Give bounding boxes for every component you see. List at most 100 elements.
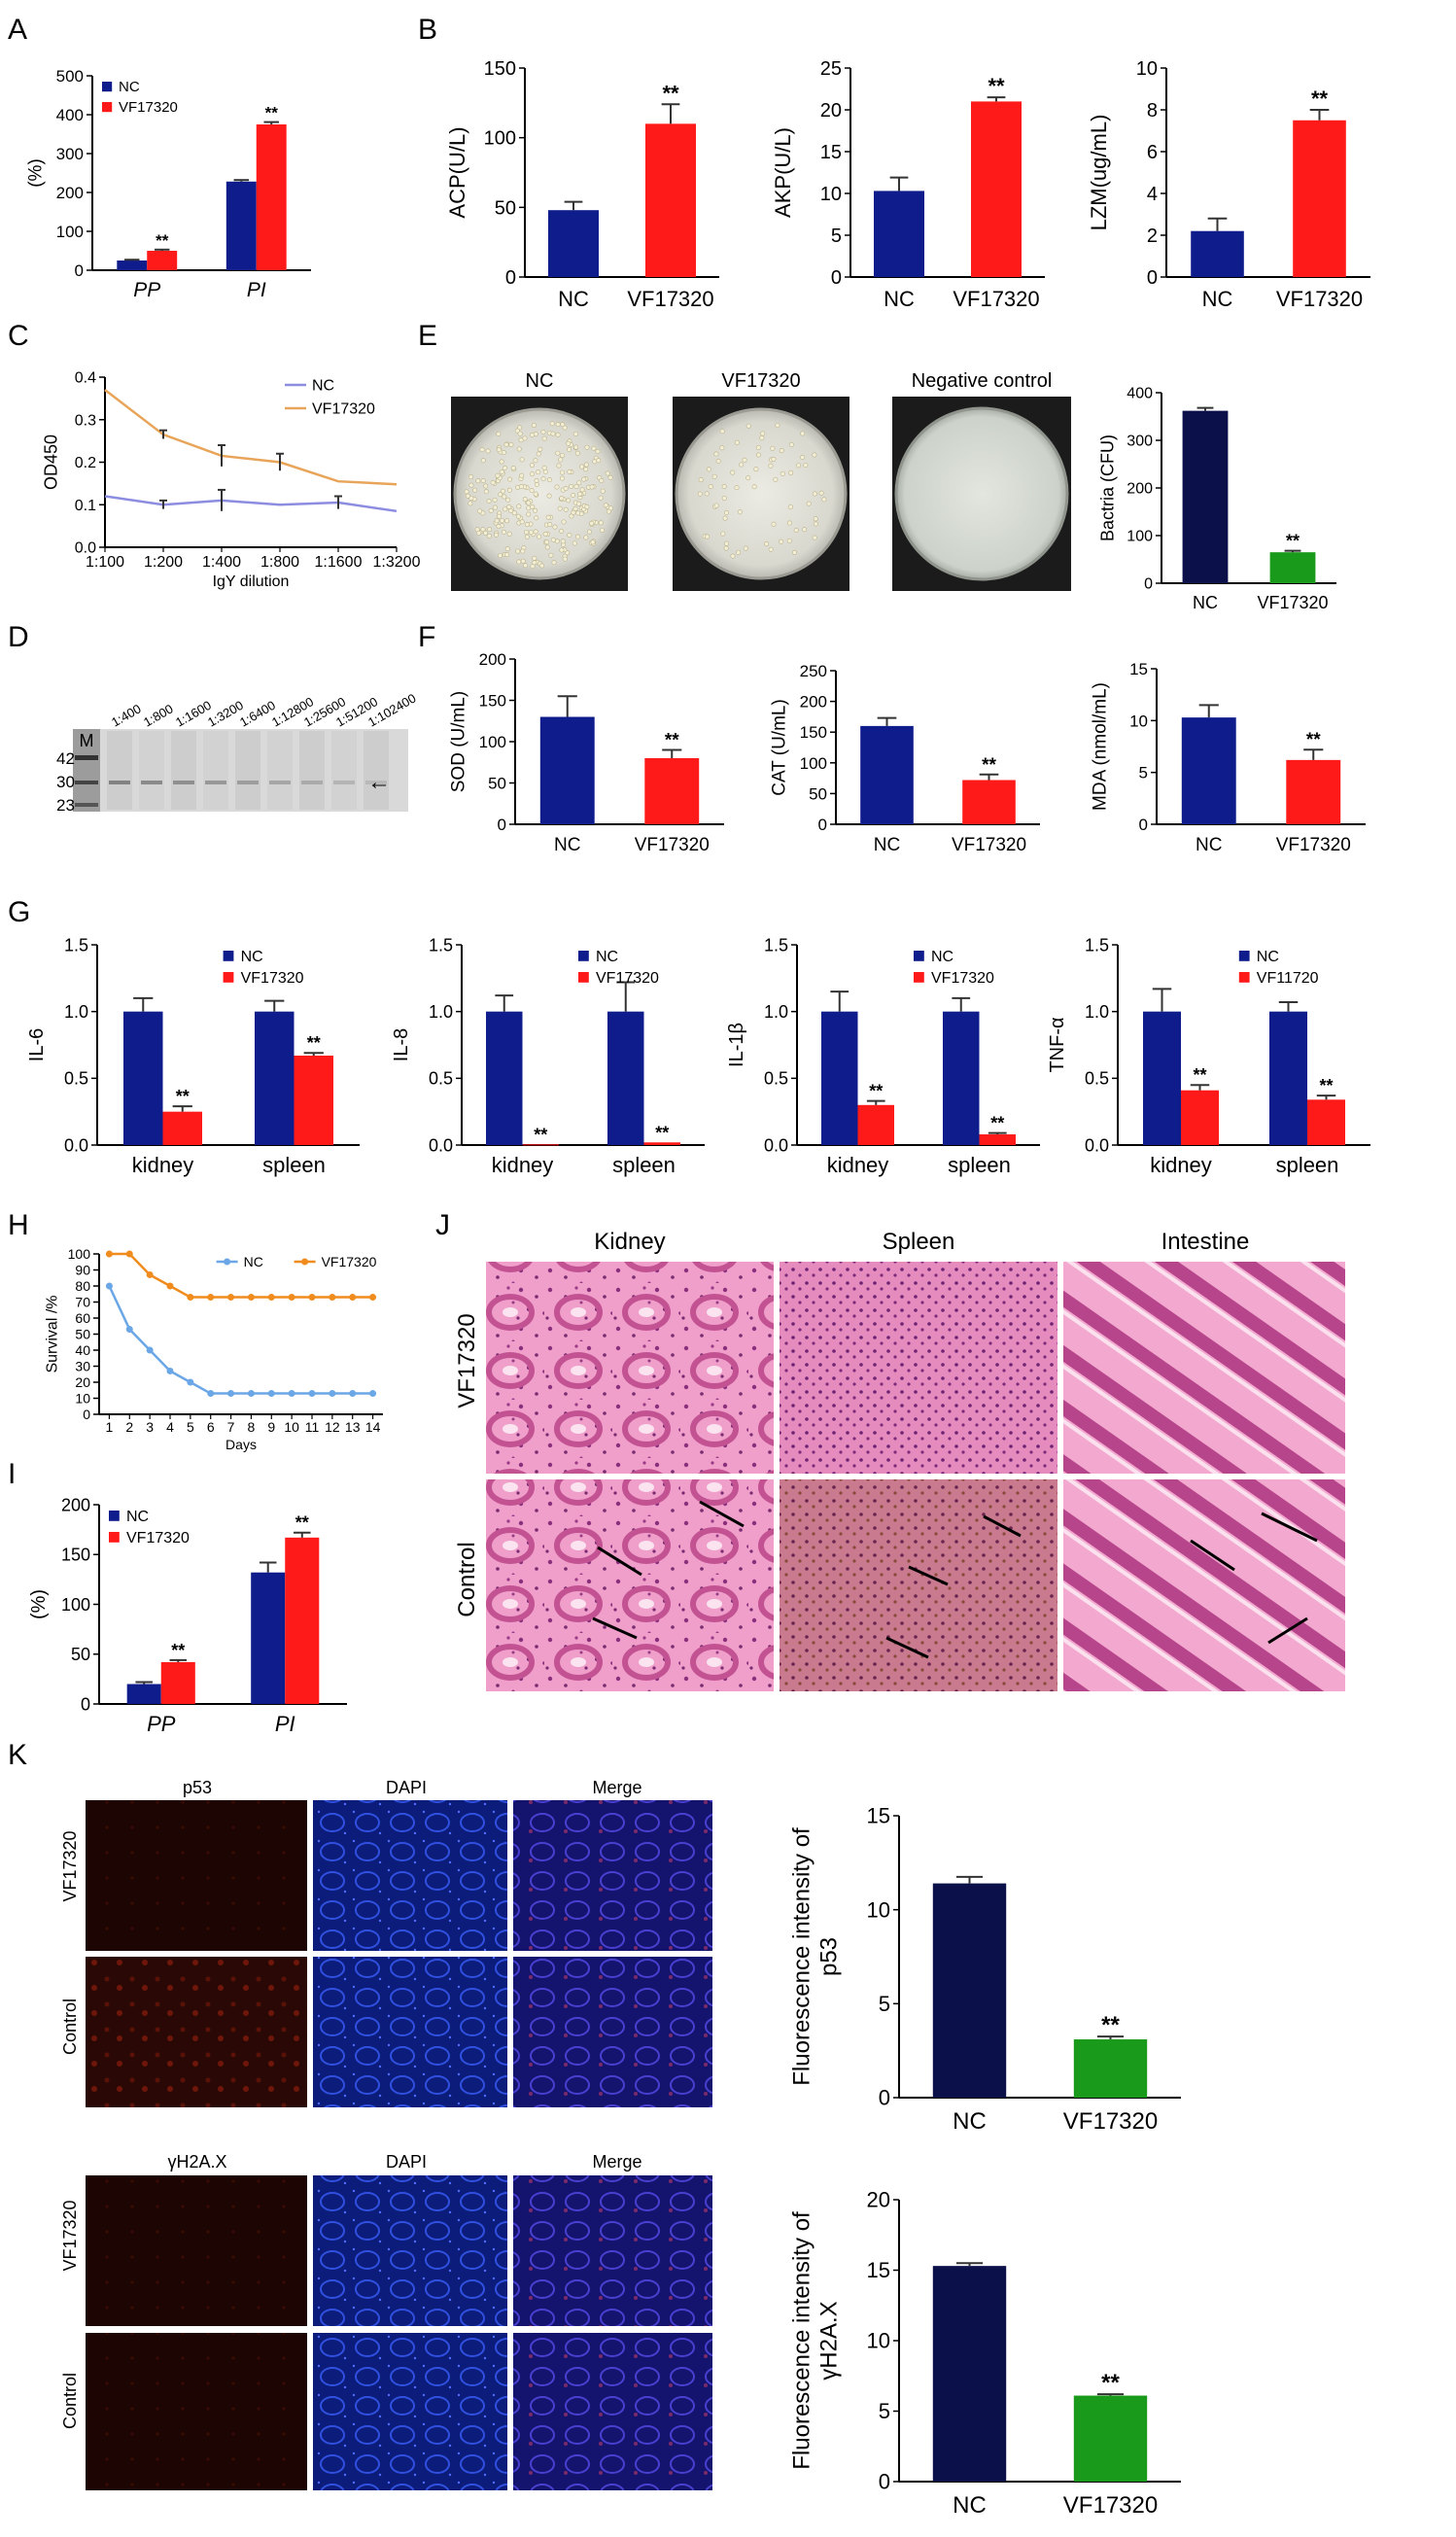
series-line-vf: [104, 389, 398, 486]
y-axis-label: AKP(U/L): [771, 127, 795, 218]
blot-band: [173, 781, 194, 784]
data-point: [125, 1250, 133, 1258]
colony: [554, 484, 560, 490]
histo-spleen-vf: [780, 1262, 1057, 1474]
legend-label: VF17320: [312, 401, 375, 418]
y-tick-label: 0.4: [75, 370, 96, 387]
chart-G4: 0.0 0.5 1.0 1.5 TNF-α ** kidney ** spleen NC VF117…: [1047, 935, 1370, 1177]
colony: [793, 527, 799, 533]
y-axis-label: IL-1β: [726, 1023, 747, 1067]
bar-vf17320: [645, 123, 696, 277]
colony: [542, 531, 548, 537]
chart-A: 0 100 200 300 400 500 (%) ** PP ** PI NC VF17320: [25, 67, 311, 301]
colony: [468, 482, 474, 488]
y-tick-label: 50: [809, 784, 827, 803]
legend-label: NC: [1257, 949, 1279, 965]
y-tick-label: 15: [820, 142, 842, 163]
colony: [780, 470, 785, 476]
blot-lane: [171, 731, 196, 810]
data-point: [349, 1390, 357, 1398]
colony: [498, 553, 503, 559]
x-tick-label: 3: [146, 1419, 154, 1435]
chart-C: 0.0 0.1 0.2 0.3 0.4 OD450 1:100 1:200 1:400 1:800…: [41, 370, 420, 590]
y-tick-label: 5: [879, 1992, 890, 2016]
y-tick-label: 1.5: [64, 935, 88, 955]
y-tick-label: 0: [81, 1694, 90, 1714]
y-tick-label: 1.0: [1085, 1002, 1109, 1022]
histo-spleen-control: [780, 1479, 1057, 1691]
x-tick-label: 11: [305, 1419, 320, 1435]
plate-dish-vf: [675, 407, 848, 580]
y-tick-label: 0.1: [75, 498, 96, 514]
fluor-col-gh2ax: γH2A.X: [167, 2152, 226, 2172]
legend-marker: [301, 1258, 309, 1266]
bar-spleen-nc: [255, 1011, 295, 1145]
colony: [498, 492, 503, 498]
y-axis-label-line: γH2A.X: [816, 2301, 843, 2380]
y-tick-label: 5: [1139, 764, 1148, 782]
panel-letter-A: A: [8, 14, 27, 46]
histo-row-vf: VF17320: [454, 1313, 480, 1408]
colony: [516, 559, 522, 565]
colony: [496, 523, 502, 529]
y-axis-label-line: IL-8: [391, 1028, 412, 1061]
bar-nc: [1181, 717, 1236, 824]
colony: [598, 495, 604, 501]
y-axis-label-line: IL-1β: [726, 1023, 747, 1067]
colony: [555, 432, 561, 437]
colony: [562, 425, 568, 431]
legend-swatch: [578, 972, 589, 983]
x-tick-label: 12: [325, 1419, 340, 1435]
data-point: [267, 1390, 275, 1398]
y-tick-label: 200: [800, 693, 827, 712]
x-tick-label: spleen: [1276, 1153, 1339, 1177]
colony: [572, 431, 578, 436]
blot-marker-band-42: [75, 755, 98, 760]
legend-label: VF11720: [1257, 970, 1319, 987]
colony: [465, 493, 470, 499]
blot-lane: [203, 731, 228, 810]
colony: [554, 539, 560, 544]
colony: [821, 497, 827, 503]
y-axis-label: Survival /%: [45, 1295, 61, 1373]
colony: [514, 428, 520, 434]
colony: [723, 545, 729, 551]
fluor-merge-control-2: [513, 2333, 712, 2490]
colony: [562, 556, 568, 562]
bar-kidney-vf: [1181, 1090, 1219, 1145]
y-tick-label: 25: [820, 58, 842, 80]
significance-mark: **: [988, 74, 1005, 98]
significance-mark: **: [1286, 532, 1300, 551]
blot-band: [333, 781, 355, 784]
x-tick-label: NC: [953, 2108, 987, 2135]
y-tick-label: 0.5: [64, 1069, 88, 1089]
blot-band: [141, 781, 162, 784]
x-tick-label: VF17320: [1276, 835, 1351, 855]
legend-label: NC: [126, 1509, 149, 1525]
bar-kidney-nc: [821, 1011, 858, 1145]
panel-letter-J: J: [435, 1209, 450, 1241]
colony: [500, 518, 505, 524]
blot-lane: [139, 731, 164, 810]
blot-ladder-30: 30: [56, 773, 75, 791]
colony: [490, 480, 496, 486]
colony: [518, 484, 524, 490]
blot-lane: [331, 731, 357, 810]
chart-B2: 0 5 10 15 20 25 AKP(U/L) NC ** VF17320: [771, 58, 1045, 311]
blot-ladder-23: 23: [56, 796, 75, 815]
colony: [755, 452, 761, 458]
y-tick-label: 0: [879, 2086, 890, 2110]
bar-vf17320: [971, 101, 1022, 278]
histo-col-spleen: Spleen: [883, 1229, 955, 1255]
colony: [589, 520, 595, 526]
colony: [571, 492, 576, 498]
bar-kidney-vf: [857, 1104, 894, 1145]
colony: [480, 527, 486, 533]
colony: [557, 505, 563, 511]
y-tick-label: 50: [495, 197, 516, 219]
y-tick-label: 10: [820, 184, 842, 205]
y-axis-label-line: (%): [25, 158, 46, 188]
y-axis-label: ACP(U/L): [445, 126, 469, 218]
panel-letter-G: G: [8, 896, 30, 928]
legend-label: NC: [312, 378, 334, 395]
